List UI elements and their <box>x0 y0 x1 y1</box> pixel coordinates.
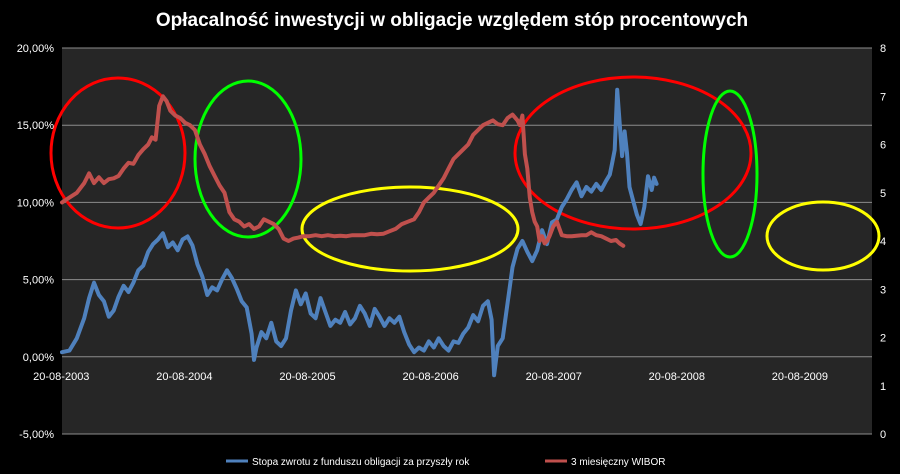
annotation-ellipses <box>49 75 881 273</box>
x-tick-label: 20-08-2003 <box>33 371 89 383</box>
y-right-tick-label: 6 <box>880 140 886 152</box>
series-layer <box>60 87 659 378</box>
y-left-tick-label: 15,00% <box>17 120 55 132</box>
plot-area <box>62 48 872 434</box>
annotation-ellipse <box>193 79 303 239</box>
annotation-ellipse <box>765 200 881 272</box>
annotation-ellipse <box>49 76 187 230</box>
x-tick-label: 20-08-2004 <box>156 371 212 383</box>
y-left-tick-label: -5,00% <box>19 429 54 441</box>
annotation-ellipse <box>513 75 753 231</box>
x-tick-label: 20-08-2006 <box>402 371 458 383</box>
y-left-tick-label: 10,00% <box>17 197 55 209</box>
series-line-2 <box>60 94 626 248</box>
gridlines <box>62 47 872 435</box>
x-tick-label: 20-08-2009 <box>772 371 828 383</box>
y-right-tick-label: 8 <box>880 43 886 55</box>
legend-label: 3 miesięczny WIBOR <box>571 457 665 468</box>
y-left-tick-label: 20,00% <box>17 43 55 55</box>
y-right-tick-label: 0 <box>880 429 886 441</box>
chart-title: Opłacalność inwestycji w obligacje wzglę… <box>156 10 748 31</box>
y-left-tick-label: 5,00% <box>23 275 54 287</box>
annotation-ellipse <box>701 89 759 259</box>
legend: Stopa zwrotu z funduszu obligacji za prz… <box>226 457 665 468</box>
y-right-tick-label: 7 <box>880 91 886 103</box>
y-right-tick-label: 1 <box>880 381 886 393</box>
x-axis: 20-08-2003 20-08-2004 20-08-2005 20-08-2006… <box>33 371 828 383</box>
y-right-tick-label: 4 <box>880 236 886 248</box>
y-right-tick-label: 2 <box>880 333 886 345</box>
annotation-ellipse <box>300 185 520 273</box>
y-right-tick-label: 3 <box>880 284 886 296</box>
y-left-axis: -5,00% 0,00% 5,00% 10,00% 15,00% 20,00% <box>17 43 55 441</box>
y-right-axis: 0 1 2 3 4 5 6 7 8 <box>880 43 886 441</box>
y-right-tick-label: 5 <box>880 188 886 200</box>
series-line-1 <box>60 87 659 378</box>
x-tick-label: 20-08-2007 <box>526 371 582 383</box>
legend-label: Stopa zwrotu z funduszu obligacji za prz… <box>252 457 470 468</box>
y-left-tick-label: 0,00% <box>23 352 54 364</box>
x-tick-label: 20-08-2008 <box>649 371 705 383</box>
x-tick-label: 20-08-2005 <box>279 371 335 383</box>
